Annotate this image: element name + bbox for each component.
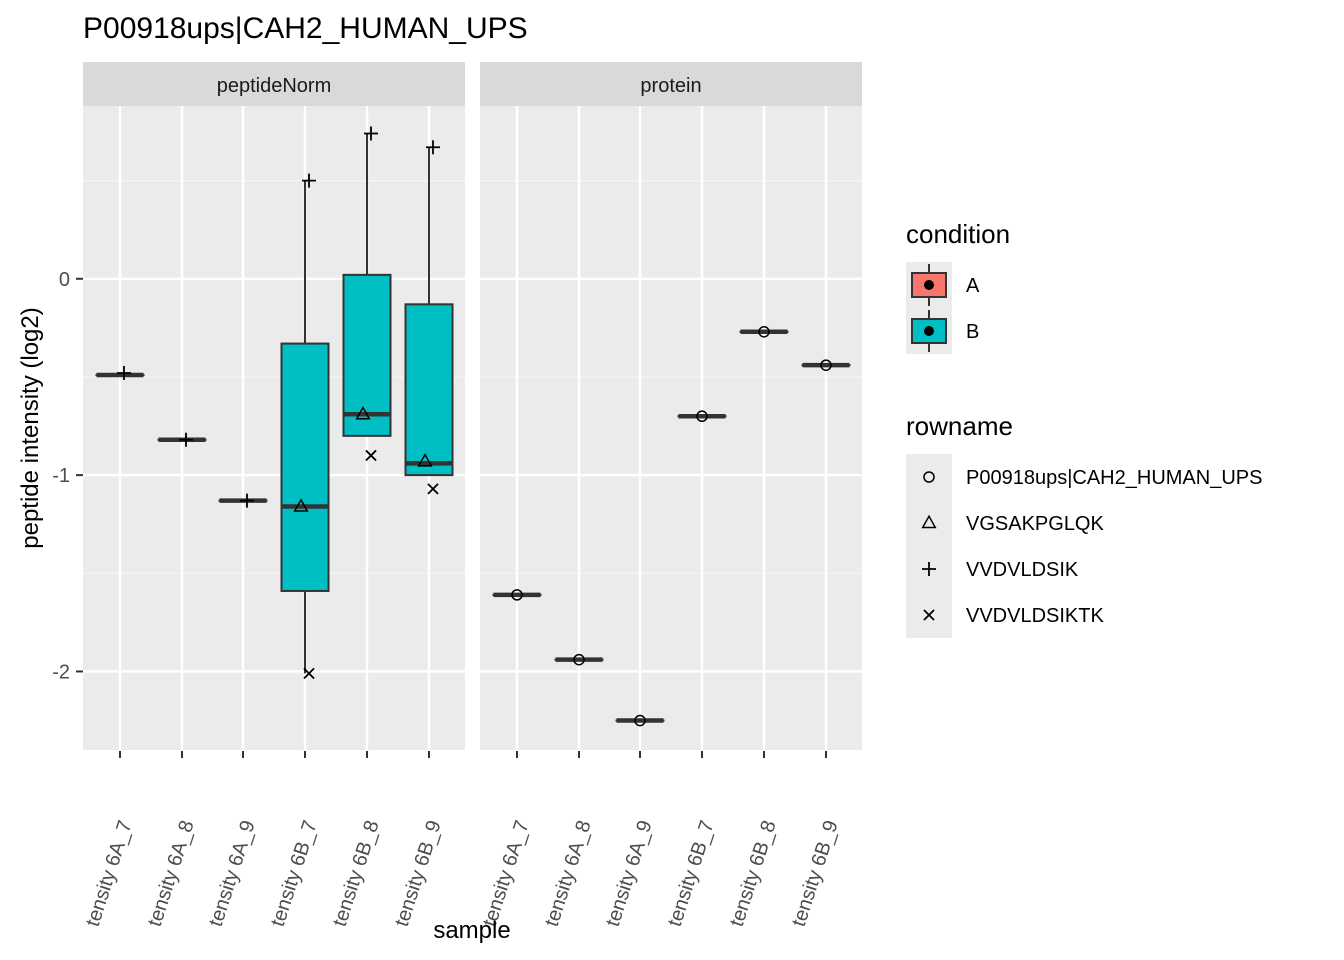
- data-point: [634, 714, 646, 727]
- box: [280, 180, 330, 674]
- facet-panel: protein: [480, 62, 862, 758]
- x-tick-label: tensity 6A_8: [541, 818, 596, 929]
- data-point: [240, 493, 254, 508]
- x-axis-label: sample: [433, 917, 510, 944]
- data-point: [758, 326, 770, 338]
- x-tick-label: tensity 6B_7: [664, 818, 719, 929]
- legend-label-rowname: VGSAKPGLQK: [966, 513, 1104, 535]
- y-axis-label: peptide intensity (log2): [17, 307, 44, 548]
- legend-key-rowname: [923, 471, 935, 483]
- box-body: [342, 273, 392, 437]
- x-tick-label: tensity 6B_9: [391, 818, 446, 929]
- legend-key-rowname: [922, 562, 936, 576]
- data-point: [355, 406, 371, 420]
- legend-label-rowname: VVDVLDSIKTK: [966, 605, 1104, 627]
- legend-key-dot: [924, 326, 934, 336]
- legend-key-condition: [906, 308, 952, 354]
- data-point: [427, 483, 439, 495]
- facet-panel: peptideNorm: [83, 62, 465, 758]
- x-tick-label: tensity 6B_8: [329, 818, 384, 929]
- x-tick-label: tensity 6A_7: [82, 818, 137, 929]
- x-tick-labels: tensity 6A_7 tensity 6A_8 tensity 6A_9 tens…: [82, 818, 843, 929]
- legend-key-dot: [924, 280, 934, 290]
- facet-strip-label: peptideNorm: [217, 75, 332, 97]
- x-tick-label: tensity 6A_8: [144, 818, 199, 929]
- legend-key-background: [906, 454, 952, 638]
- x-tick-label: tensity 6A_9: [205, 818, 260, 929]
- data-point: [511, 589, 523, 601]
- panel-background: [480, 106, 862, 750]
- data-point: [117, 366, 131, 381]
- facet-panels: peptideNorm protein 0 -1 -2: [52, 62, 862, 758]
- data-point: [573, 653, 585, 666]
- facet-strip: [480, 62, 862, 106]
- data-point: [179, 432, 193, 447]
- data-point: [696, 410, 708, 423]
- legend-label-condition: A: [966, 275, 980, 297]
- box: [404, 147, 454, 477]
- data-point: [417, 453, 433, 467]
- legend-key-rowname: [921, 514, 937, 529]
- legend-label-condition: B: [966, 321, 979, 343]
- box-body: [280, 342, 330, 592]
- data-point: [303, 667, 315, 680]
- data-point: [365, 449, 377, 462]
- facet-strip: [83, 62, 465, 106]
- box: [342, 133, 392, 437]
- legend-label-rowname: VVDVLDSIK: [966, 559, 1079, 581]
- facet-strip-label: protein: [640, 75, 701, 97]
- legend-title-rowname: rowname: [906, 411, 1013, 441]
- box-body: [404, 303, 454, 477]
- legend-key-rowname: [923, 609, 935, 621]
- data-point: [302, 173, 316, 188]
- chart-title: P00918ups|CAH2_HUMAN_UPS: [83, 12, 528, 45]
- y-tick-label: -2: [52, 661, 70, 683]
- data-point: [426, 140, 440, 155]
- x-tick-label: tensity 6B_8: [726, 818, 781, 929]
- x-tick-label: tensity 6A_7: [479, 818, 534, 929]
- y-tick-label: 0: [59, 269, 70, 291]
- x-tick-label: tensity 6B_9: [788, 818, 843, 929]
- x-tick-label: tensity 6A_9: [602, 818, 657, 929]
- x-tick-label: tensity 6B_7: [267, 818, 322, 929]
- data-point: [293, 498, 309, 512]
- y-tick-label: -1: [52, 465, 70, 487]
- legend-label-rowname: P00918ups|CAH2_HUMAN_UPS: [966, 467, 1262, 489]
- legend-title-condition: condition: [906, 219, 1010, 249]
- data-point: [364, 126, 378, 141]
- data-point: [820, 359, 832, 371]
- panel-background: [83, 106, 465, 750]
- legend-key-condition: [906, 262, 952, 308]
